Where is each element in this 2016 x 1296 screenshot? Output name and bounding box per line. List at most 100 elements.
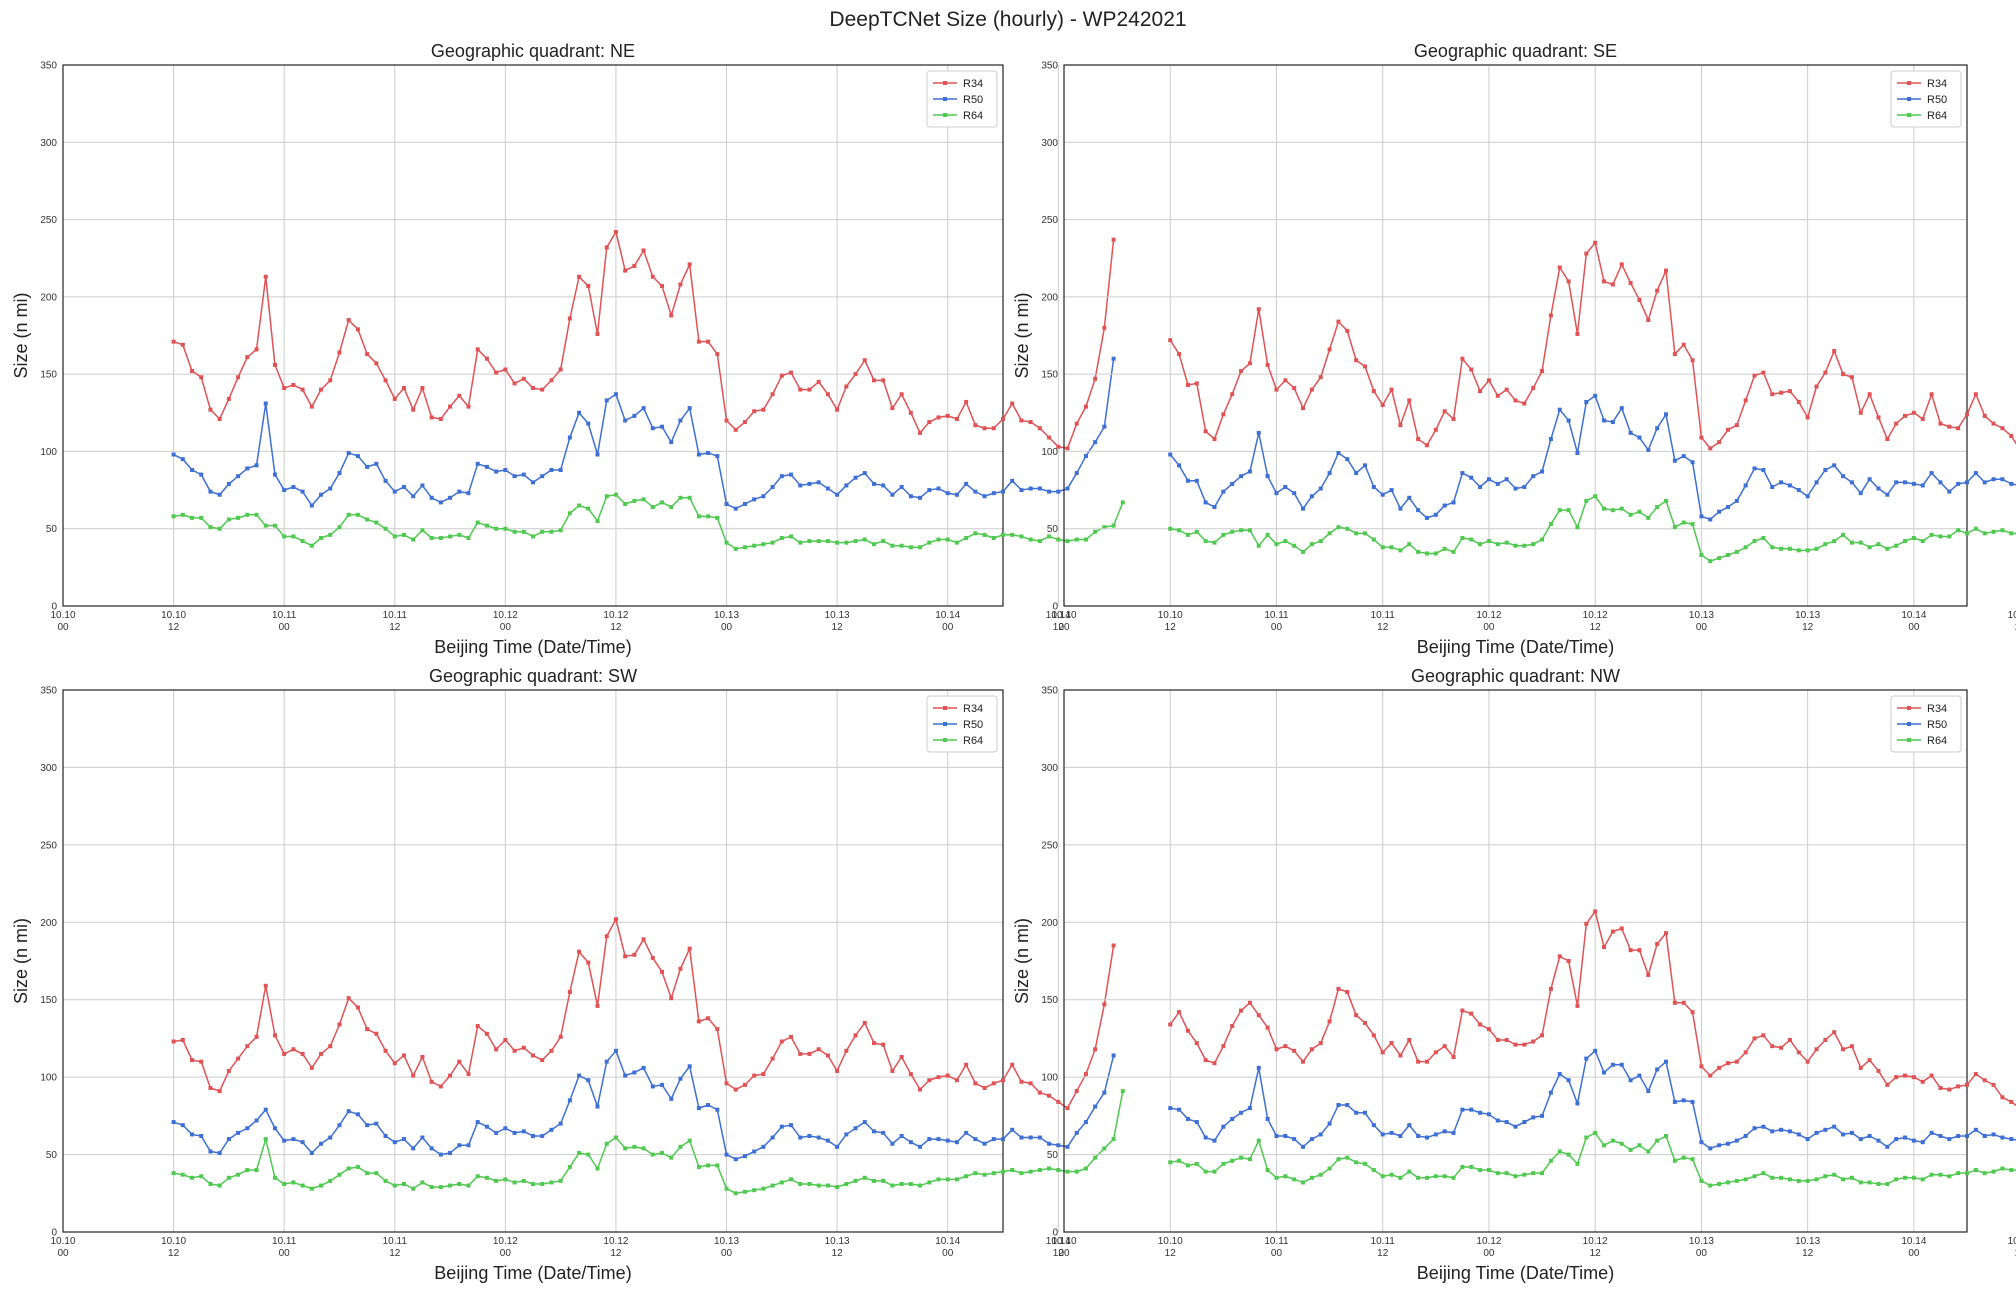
data-point-r64 [1301, 1180, 1306, 1185]
y-tick-label: 200 [1041, 292, 1058, 303]
data-point-r34 [1787, 389, 1792, 394]
data-point-r64 [2000, 1166, 2005, 1171]
data-point-r50 [1327, 471, 1332, 476]
data-point-r34 [549, 1048, 554, 1053]
x-tick-time: 00 [1271, 622, 1283, 633]
legend: R34 R50 R64 [926, 695, 998, 753]
x-tick-date: 10.12 [1583, 610, 1608, 621]
data-point-r34 [1265, 1025, 1270, 1030]
x-tick-date: 10.13 [1795, 610, 1820, 621]
data-point-r34 [1805, 415, 1810, 420]
data-point-r34 [1111, 943, 1116, 948]
data-point-r50 [899, 484, 904, 489]
data-point-r34 [1486, 1027, 1491, 1032]
x-tick-time: 12 [389, 622, 401, 633]
data-point-r50 [1336, 1103, 1341, 1108]
data-point-r50 [1628, 430, 1633, 435]
data-point-r64 [401, 532, 406, 537]
data-point-r64 [1185, 1163, 1190, 1168]
data-point-r50 [1486, 477, 1491, 482]
data-point-r34 [429, 415, 434, 420]
data-point-r64 [1283, 1174, 1288, 1179]
data-point-r34 [1823, 1037, 1828, 1042]
data-point-r50 [1433, 1132, 1438, 1137]
legend-label-r64: R64 [1927, 110, 1947, 122]
data-point-r64 [1083, 1166, 1088, 1171]
x-tick-date: 10.10 [1051, 610, 1076, 621]
data-point-r50 [650, 426, 655, 431]
x-tick-date: 10.12 [1476, 1236, 1501, 1247]
data-point-r64 [1646, 1149, 1651, 1154]
data-point-r50 [936, 486, 941, 491]
data-point-r34 [512, 1048, 517, 1053]
data-point-r34 [1646, 318, 1651, 323]
data-point-r50 [236, 1130, 241, 1135]
data-point-r64 [309, 543, 314, 548]
data-point-r64 [567, 1164, 572, 1169]
data-point-r34 [1752, 1036, 1757, 1041]
data-point-r34 [226, 396, 231, 401]
data-point-r50 [401, 1137, 406, 1142]
data-point-r34 [1602, 945, 1607, 950]
data-point-r34 [1619, 262, 1624, 267]
data-point-r34 [401, 1053, 406, 1058]
data-point-r50 [733, 1157, 738, 1162]
x-tick-date: 10.14 [2008, 610, 2016, 621]
data-point-r34 [1028, 420, 1033, 425]
data-point-r34 [1637, 948, 1642, 953]
data-point-r34 [1283, 1044, 1288, 1049]
legend-marker-r50 [1907, 97, 1911, 101]
data-point-r34 [899, 392, 904, 397]
data-point-r50 [982, 494, 987, 499]
data-point-r50 [623, 418, 628, 423]
data-point-r34 [208, 1085, 213, 1090]
data-point-r50 [1247, 1106, 1252, 1111]
data-point-r34 [1083, 404, 1088, 409]
data-point-r34 [1672, 1000, 1677, 1005]
data-point-r50 [1610, 420, 1615, 425]
data-point-r50 [724, 501, 729, 506]
data-point-r34 [1363, 1020, 1367, 1025]
data-point-r34 [254, 347, 259, 352]
data-point-r34 [245, 355, 250, 360]
data-point-r34 [1047, 1093, 1052, 1098]
data-point-r50 [844, 1132, 849, 1137]
y-axis-label: Size (n mi) [1012, 918, 1032, 1004]
data-point-r50 [761, 1144, 766, 1149]
data-point-r64 [208, 525, 213, 530]
data-point-r50 [1991, 477, 1996, 482]
data-point-r50 [1221, 489, 1226, 494]
data-point-r50 [1841, 474, 1846, 479]
data-point-r64 [604, 1141, 609, 1146]
data-point-r50 [1823, 1127, 1828, 1132]
data-point-r50 [1708, 1146, 1713, 1151]
data-point-r34 [1028, 1081, 1033, 1086]
data-point-r64 [1380, 1174, 1385, 1179]
data-point-r64 [1221, 1161, 1226, 1166]
data-point-r64 [1513, 543, 1518, 548]
data-point-r64 [604, 494, 609, 499]
data-point-r34 [1575, 1003, 1580, 1008]
y-tick-label: 300 [1041, 763, 1058, 774]
data-point-r34 [1194, 381, 1199, 386]
data-point-r50 [742, 1154, 747, 1159]
legend-label-r64: R64 [963, 110, 983, 122]
data-point-r64 [1345, 526, 1350, 531]
data-point-r50 [973, 489, 978, 494]
data-point-r34 [1894, 1075, 1899, 1080]
data-point-r34 [1283, 378, 1288, 383]
data-point-r64 [494, 526, 499, 531]
data-point-r34 [531, 1053, 535, 1058]
data-point-r50 [1540, 469, 1545, 474]
data-point-r50 [1894, 1137, 1899, 1142]
data-point-r34 [438, 416, 443, 421]
data-point-r34 [226, 1068, 231, 1073]
data-point-r50 [1469, 1107, 1474, 1112]
data-point-r64 [1019, 534, 1024, 539]
data-point-r34 [190, 369, 195, 374]
data-point-r50 [1911, 1138, 1916, 1143]
data-point-r64 [1787, 1177, 1792, 1182]
data-point-r34 [1593, 240, 1598, 245]
data-point-r50 [1867, 477, 1872, 482]
data-point-r64 [1832, 1172, 1837, 1177]
